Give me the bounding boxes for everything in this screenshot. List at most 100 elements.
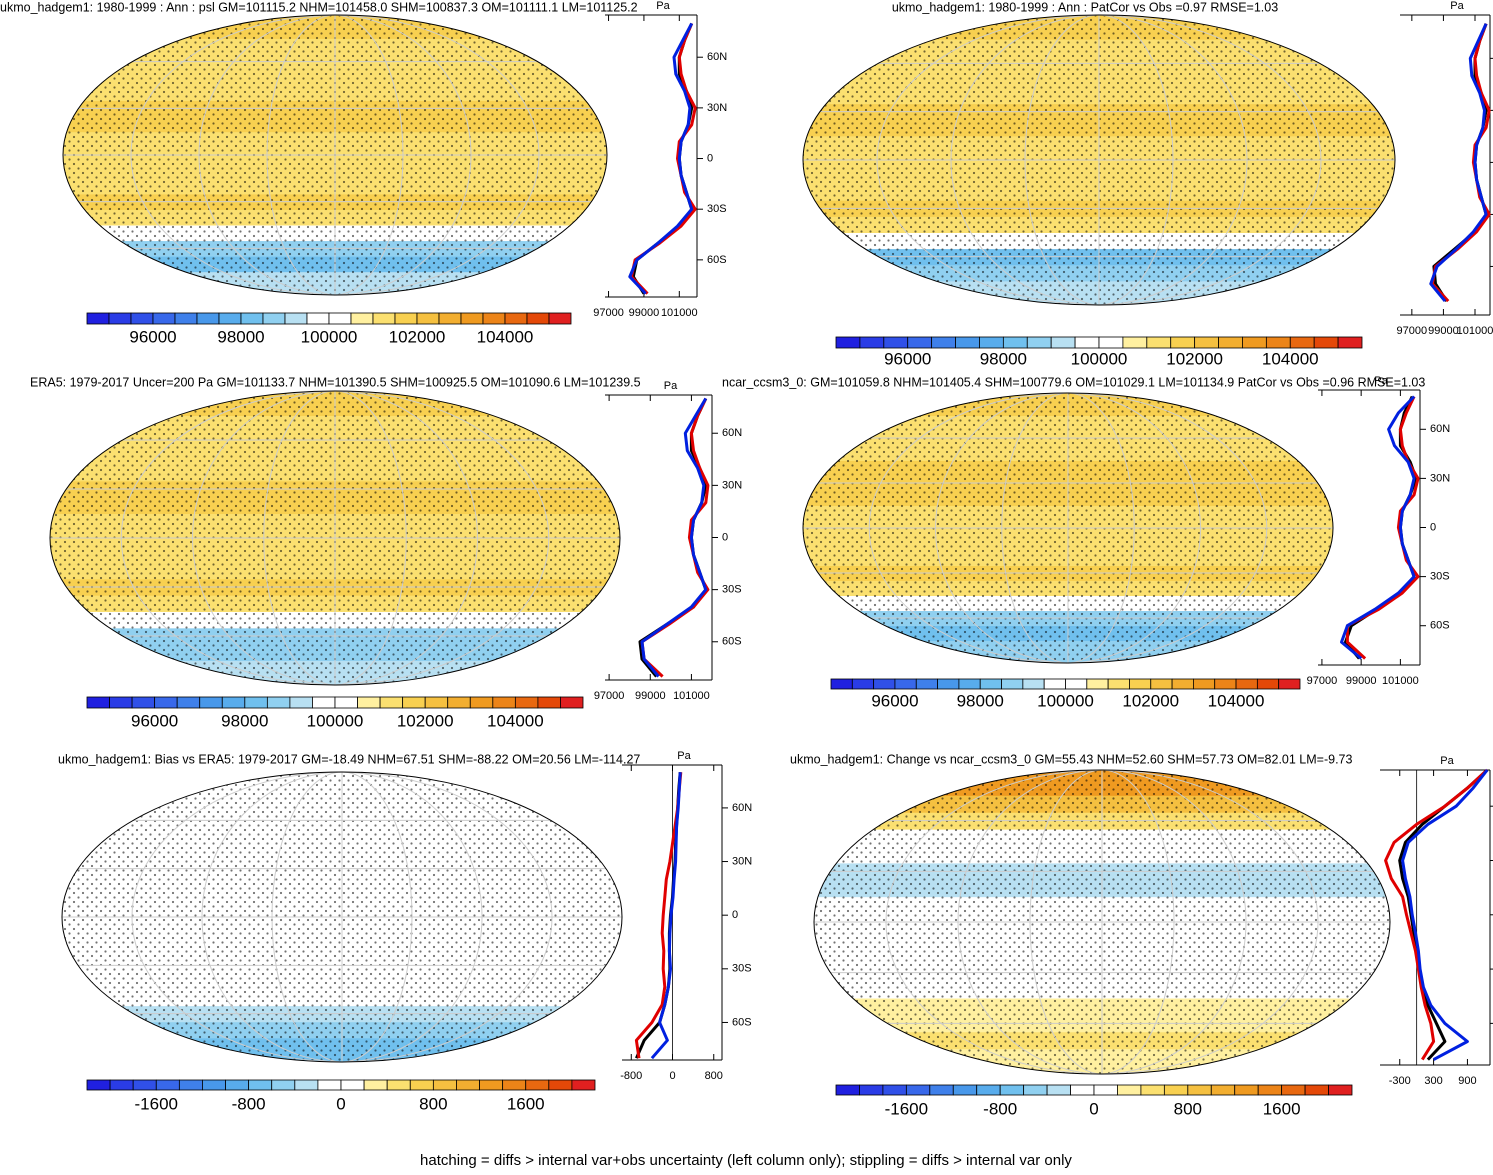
colorbar-box: [1256, 678, 1280, 690]
colorbar-box: [514, 696, 539, 709]
zonal-line: [631, 22, 694, 295]
meridian: [192, 391, 478, 685]
y-tick-label: 30S: [1430, 571, 1450, 583]
colorbar-box: [1170, 336, 1196, 349]
map-outline: [61, 771, 623, 1063]
x-tick-label: 99000: [635, 690, 666, 702]
colorbar-box: [266, 696, 291, 709]
colorbar-label: 96000: [884, 349, 931, 368]
colorbar-label: -1600: [135, 1094, 178, 1113]
unit-label: Pa: [1374, 375, 1388, 387]
colorbar-box: [409, 1079, 434, 1091]
x-tick-label: 101000: [661, 307, 698, 319]
colorbar-box: [1210, 1084, 1236, 1096]
zonal-line: [1432, 23, 1488, 302]
x-tick-label: 99000: [1346, 675, 1377, 687]
colorbar-label: 96000: [871, 691, 918, 710]
x-tick-label: 99000: [1428, 325, 1459, 337]
colorbar-box: [86, 312, 110, 325]
meridian: [201, 772, 483, 1062]
colorbar-box: [154, 696, 178, 709]
colorbar-box: [1304, 1084, 1329, 1096]
colorbar-box: [1070, 1084, 1095, 1096]
colorbar-box: [155, 1079, 180, 1091]
colorbar-box: [289, 696, 313, 709]
meridian: [950, 15, 1248, 305]
colorbar-label: -800: [983, 1099, 1017, 1118]
y-tick-label: 60N: [1430, 423, 1450, 435]
meridian: [957, 770, 1247, 1074]
map: [50, 391, 620, 685]
colorbar-box: [1117, 1084, 1142, 1096]
colorbar-box: [402, 696, 426, 709]
colorbar-box: [225, 1079, 250, 1091]
map-outline: [802, 392, 1334, 664]
colorbar-box: [109, 696, 133, 709]
colorbar-label: 800: [1174, 1099, 1202, 1118]
meridian: [263, 391, 407, 685]
meridian: [131, 772, 553, 1062]
colorbar-label: 96000: [129, 327, 176, 346]
colorbar-box: [1086, 678, 1109, 690]
x-tick-label: 97000: [594, 690, 625, 702]
colorbar-box: [416, 312, 440, 325]
colorbar-label: 100000: [1071, 349, 1128, 368]
colorbar-box: [1002, 336, 1028, 349]
colorbar-box: [1171, 678, 1194, 690]
map: [803, 393, 1333, 663]
footer: hatching = diffs > internal var+obs unce…: [420, 1152, 1072, 1169]
colorbar-label: 102000: [1166, 349, 1223, 368]
panel-title: ERA5: 1979-2017 Uncer=200 Pa GM=101133.7…: [30, 375, 641, 389]
colorbar-box: [1281, 1084, 1306, 1096]
colorbar-box: [262, 312, 286, 325]
colorbar-box: [835, 336, 861, 349]
colorbar-box: [1043, 678, 1066, 690]
y-tick-label: 60N: [722, 427, 742, 439]
colorbar-box: [1242, 336, 1267, 349]
y-tick-label: 30S: [732, 963, 752, 975]
unit-label: Pa: [664, 380, 678, 392]
meridian: [198, 15, 472, 295]
colorbar-box: [929, 1084, 954, 1096]
zonal-line: [1384, 768, 1489, 1061]
map-outline: [813, 769, 1391, 1075]
colorbar-box: [548, 1079, 573, 1091]
colorbar-box: [1265, 336, 1291, 349]
colorbar-box: [1107, 678, 1130, 690]
colorbar-box: [955, 336, 980, 349]
colorbar-box: [334, 696, 358, 709]
x-tick-label: 300: [1424, 1075, 1442, 1087]
meridian: [1029, 770, 1175, 1074]
zonal-line: [1429, 23, 1488, 303]
panel-title: ukmo_hadgem1: Bias vs ERA5: 1979-2017 GM…: [58, 752, 640, 766]
colorbar-box: [363, 1079, 388, 1091]
x-tick-label: 0: [669, 1070, 675, 1082]
colorbar-box: [469, 696, 494, 709]
colorbar-box: [176, 696, 201, 709]
colorbar-box: [859, 1084, 884, 1096]
colorbar-box: [108, 312, 132, 325]
y-tick-label: 30S: [722, 584, 742, 596]
colorbar-box: [1278, 678, 1301, 690]
colorbar-box: [526, 312, 550, 325]
unit-label: Pa: [1450, 0, 1464, 12]
meridian: [935, 393, 1201, 663]
x-tick-label: 101000: [673, 690, 710, 702]
colorbar-box: [1214, 678, 1237, 690]
unit-label: Pa: [677, 750, 691, 762]
panel-title: ncar_ccsm3_0: GM=101059.8 NHM=101405.4 S…: [722, 375, 1425, 389]
colorbar-label: 98000: [221, 711, 268, 730]
y-tick-label: 60N: [707, 51, 727, 63]
colorbar-label: 98000: [980, 349, 1027, 368]
colorbar-box: [1235, 678, 1258, 690]
colorbar-box: [1129, 678, 1152, 690]
colorbar-box: [109, 1079, 134, 1091]
map-outline: [802, 14, 1396, 306]
y-tick-label: 0: [1430, 521, 1436, 533]
panel-title: ukmo_hadgem1: 1980-1999 : Ann : psl GM=1…: [0, 0, 638, 14]
colorbar-box: [218, 312, 242, 325]
colorbar-box: [132, 1079, 157, 1091]
colorbar-box: [1257, 1084, 1283, 1096]
colorbar-box: [294, 1079, 319, 1091]
zonal-line: [1401, 769, 1489, 1061]
